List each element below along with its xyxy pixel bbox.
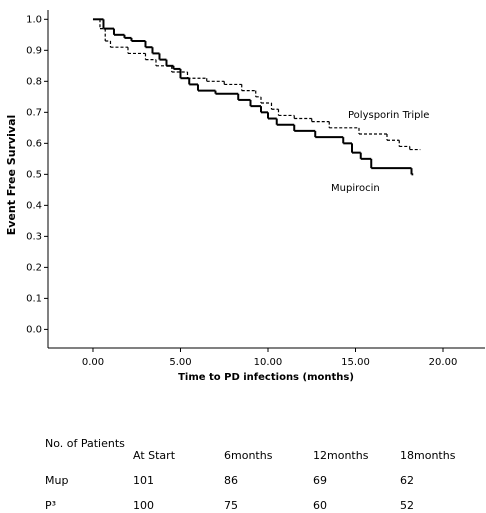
y-tick-label: 0.0 bbox=[26, 324, 42, 335]
table-cell: 101 bbox=[133, 474, 154, 487]
y-tick-label: 0.3 bbox=[26, 231, 42, 242]
series-label: Polysporin Triple bbox=[348, 110, 429, 121]
series-label: Mupirocin bbox=[331, 183, 380, 194]
table-cell: 62 bbox=[400, 474, 414, 487]
table-cell: Mup bbox=[45, 474, 68, 487]
x-tick-label: 10.00 bbox=[254, 357, 283, 368]
x-axis-label: Time to PD infections (months) bbox=[178, 372, 354, 383]
y-tick-label: 0.1 bbox=[26, 293, 42, 304]
table-cell: 75 bbox=[224, 499, 238, 509]
table-cell: 100 bbox=[133, 499, 154, 509]
y-tick-label: 1.0 bbox=[26, 14, 42, 25]
y-tick-label: 0.5 bbox=[26, 169, 42, 180]
y-tick-label: 0.4 bbox=[26, 200, 42, 211]
table-title: No. of Patients bbox=[45, 437, 125, 450]
table-header: 12months bbox=[313, 449, 369, 462]
table-cell: 60 bbox=[313, 499, 327, 509]
table-cell: 69 bbox=[313, 474, 327, 487]
table-cell: P³ bbox=[45, 499, 56, 509]
table-header: 18months bbox=[400, 449, 456, 462]
table-header: At Start bbox=[133, 449, 176, 462]
table-header: 6months bbox=[224, 449, 273, 462]
y-tick-label: 0.6 bbox=[26, 138, 42, 149]
x-tick-label: 5.00 bbox=[169, 357, 191, 368]
table-cell: 86 bbox=[224, 474, 238, 487]
y-tick-label: 0.7 bbox=[26, 107, 42, 118]
table-cell: 52 bbox=[400, 499, 414, 509]
y-tick-label: 0.8 bbox=[26, 76, 42, 87]
y-tick-label: 0.2 bbox=[26, 262, 42, 273]
y-axis-label: Event Free Survival bbox=[5, 115, 18, 236]
x-tick-label: 20.00 bbox=[429, 357, 458, 368]
x-tick-label: 15.00 bbox=[341, 357, 370, 368]
x-tick-label: 0.00 bbox=[82, 357, 104, 368]
y-tick-label: 0.9 bbox=[26, 45, 42, 56]
